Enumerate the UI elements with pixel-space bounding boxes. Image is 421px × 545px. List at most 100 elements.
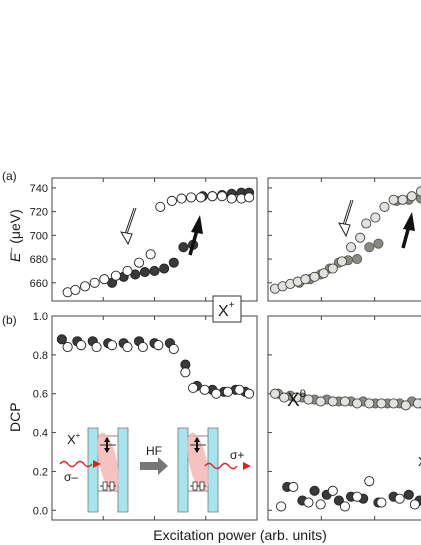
data-point — [195, 192, 206, 203]
data-point — [352, 398, 363, 409]
data-point — [145, 249, 156, 260]
data-point — [400, 400, 411, 411]
y-tick-label: 700 — [30, 230, 48, 242]
data-point — [178, 242, 189, 253]
qd-right — [177, 427, 219, 513]
arrow-filled-left — [188, 215, 203, 256]
data-point — [309, 271, 320, 282]
panel-label-b: (b) — [2, 313, 17, 327]
data-point — [409, 499, 420, 510]
y-tick-label: 0.6 — [33, 389, 48, 401]
y-tick-label: 1.0 — [33, 311, 48, 323]
inset-xplus-label: X+ — [67, 431, 81, 447]
inset-sigma-plus: σ+ — [230, 448, 244, 462]
data-point — [300, 274, 311, 285]
data-point — [79, 281, 91, 292]
xplus-box-label: X+ — [212, 295, 242, 323]
frame-b-right — [267, 315, 421, 521]
data-point — [159, 263, 170, 274]
data-point — [327, 485, 338, 496]
data-point — [279, 392, 290, 403]
data-point — [226, 193, 237, 204]
truncated-right-label: X — [418, 454, 421, 469]
data-point — [89, 277, 100, 288]
data-point — [139, 267, 150, 278]
y-tick-label: 0.0 — [33, 505, 48, 517]
y-tick-label: 720 — [30, 207, 48, 219]
data-points — [56, 186, 421, 512]
data-point — [291, 392, 302, 403]
inset-hf-label: HF — [146, 444, 162, 458]
y-tick-label: 660 — [30, 278, 48, 290]
data-point — [373, 238, 384, 249]
data-point — [361, 218, 372, 229]
ylabel-a-unit: (μeV) — [7, 209, 23, 247]
data-point — [244, 388, 255, 399]
svg-text:X+: X+ — [218, 300, 235, 320]
data-point — [327, 263, 338, 274]
x0-sup: 0 — [300, 388, 306, 400]
data-point — [216, 191, 228, 202]
data-point — [180, 367, 191, 378]
data-point — [244, 192, 255, 203]
data-point — [288, 481, 299, 493]
data-point — [352, 254, 363, 265]
arrow-open-left — [120, 207, 137, 246]
data-point — [99, 274, 110, 285]
ylabel-a-main: E — [7, 252, 23, 262]
ylabel-b: DCP — [7, 402, 23, 432]
data-point — [122, 265, 133, 276]
data-point — [276, 501, 287, 512]
arrow-open-right — [338, 199, 354, 238]
data-point — [199, 384, 210, 395]
data-point — [62, 342, 73, 353]
xplus-box-main: X — [218, 303, 229, 320]
data-point — [269, 388, 281, 399]
data-point — [327, 396, 338, 407]
photon-out — [204, 462, 238, 470]
ylabel-a-sup: – — [6, 248, 16, 253]
data-point — [376, 398, 387, 409]
data-point — [110, 270, 121, 281]
data-point — [155, 201, 166, 212]
data-point — [188, 382, 199, 393]
data-point — [186, 192, 197, 203]
data-point — [168, 257, 179, 268]
data-point — [315, 499, 326, 510]
axis-ticks: 660 680 700 720 740 0.0 0.2 0.4 0.6 0.8 1.0 — [30, 178, 376, 520]
data-point — [76, 340, 87, 351]
data-point — [397, 194, 408, 205]
data-point — [149, 265, 160, 276]
data-point — [318, 268, 329, 279]
photon-in — [59, 460, 93, 468]
data-point — [166, 195, 177, 207]
data-point — [168, 343, 179, 355]
data-point — [415, 186, 421, 197]
data-point — [315, 396, 326, 407]
y-tick-label: 740 — [30, 183, 48, 195]
data-point — [394, 493, 405, 504]
data-point — [207, 191, 218, 202]
x-axis-title: Excitation power (arb. units) — [153, 527, 327, 543]
data-point — [352, 491, 363, 502]
data-point — [153, 340, 164, 351]
inset-schematic: X+ σ– HF σ+ — [59, 427, 251, 513]
data-point — [176, 193, 187, 204]
qd-left — [87, 427, 129, 513]
data-point — [222, 386, 233, 397]
data-point — [355, 232, 366, 243]
y-tick-label: 680 — [30, 254, 48, 266]
data-point — [56, 334, 67, 345]
data-point — [303, 497, 314, 508]
frame-a-right — [267, 177, 421, 302]
data-point — [91, 342, 102, 353]
data-point — [412, 398, 421, 409]
data-point — [370, 212, 381, 223]
data-point — [137, 342, 148, 353]
ylabel-a: E– (μeV) — [6, 209, 23, 262]
data-point — [406, 191, 417, 202]
data-point — [388, 398, 399, 409]
data-point — [388, 194, 399, 205]
hf-arrow — [140, 457, 168, 475]
data-point — [339, 501, 351, 512]
